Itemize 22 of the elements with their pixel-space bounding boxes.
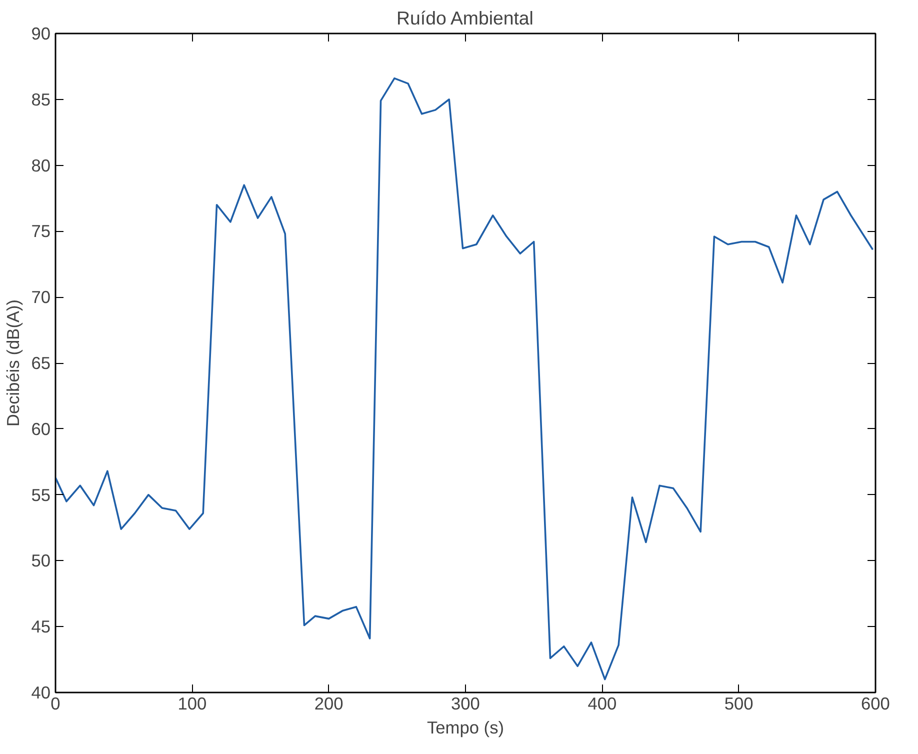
line-series: [56, 77, 874, 680]
y-tick-label: 65: [31, 353, 51, 373]
y-tick-label: 70: [31, 287, 51, 308]
y-tick-label: 90: [31, 24, 51, 44]
x-tick-label: 500: [724, 694, 754, 714]
y-tick-label: 40: [31, 682, 51, 702]
x-tick-label: 200: [314, 694, 344, 714]
x-tick-label: 100: [178, 694, 207, 714]
y-tick-label: 45: [31, 616, 51, 637]
y-tick-label: 80: [31, 155, 51, 176]
x-tick-label: 400: [588, 694, 617, 714]
x-tick-label: 300: [451, 694, 480, 714]
x-axis-title: Tempo (s): [426, 718, 504, 738]
chart-title: Ruído Ambiental: [396, 8, 534, 28]
y-tick-label: 60: [31, 418, 51, 439]
y-tick-label: 85: [31, 89, 51, 110]
x-tick-label: 600: [861, 694, 890, 714]
y-tick-label: 50: [31, 550, 51, 571]
y-axis-title: Decibéis (dB(A)): [3, 299, 24, 427]
y-tick-label: 55: [31, 484, 51, 505]
x-tick-label: 0: [50, 694, 60, 714]
y-tick-label: 75: [31, 221, 51, 242]
